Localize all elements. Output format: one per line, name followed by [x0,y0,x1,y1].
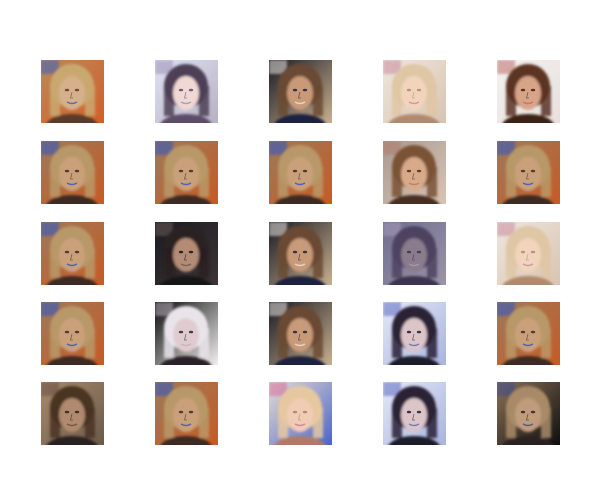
face-sample [41,222,104,285]
sample-image [383,382,446,445]
sample-image [155,141,218,204]
sample-image [497,222,560,285]
face-sample [155,141,218,204]
sample-image [497,141,560,204]
sample-image [41,382,104,445]
sample-image [269,222,332,285]
sample-image [41,302,104,365]
face-sample [269,141,332,204]
sample-image [383,302,446,365]
sample-image [383,141,446,204]
sample-image [497,382,560,445]
sample-image [41,222,104,285]
face-sample [269,382,332,445]
sample-image [269,141,332,204]
face-sample [383,222,446,285]
sample-image [497,60,560,123]
sample-image [383,60,446,123]
sample-image [41,60,104,123]
face-sample [41,382,104,445]
face-sample [383,382,446,445]
face-sample [497,382,560,445]
sample-image [269,302,332,365]
face-sample [155,222,218,285]
sample-image [155,382,218,445]
face-sample [383,141,446,204]
face-sample [41,302,104,365]
face-sample [155,302,218,365]
face-sample [155,60,218,123]
face-sample [41,141,104,204]
face-sample [41,60,104,123]
sample-image [41,141,104,204]
sample-image [155,222,218,285]
sample-image [269,60,332,123]
sample-image [269,382,332,445]
sample-image [383,222,446,285]
face-sample [269,302,332,365]
face-sample [497,302,560,365]
face-sample [269,222,332,285]
face-sample [383,302,446,365]
sample-image [155,60,218,123]
face-sample [383,60,446,123]
sample-image [497,302,560,365]
face-sample [497,60,560,123]
sample-image [155,302,218,365]
face-sample [269,60,332,123]
face-sample [497,222,560,285]
face-sample [155,382,218,445]
face-sample [497,141,560,204]
